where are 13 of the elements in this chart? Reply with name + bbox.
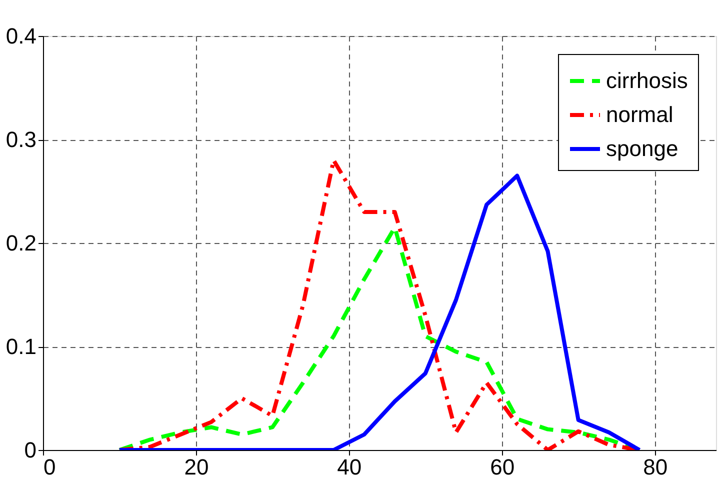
y-tick-label: 0.2 — [6, 230, 36, 256]
x-tick-label: 0 — [44, 454, 56, 480]
x-tick-label: 60 — [490, 454, 515, 480]
legend-label: cirrhosis — [606, 68, 688, 93]
x-tick-label: 80 — [643, 454, 668, 480]
y-tick-label: 0.4 — [6, 24, 36, 48]
y-tick-label: 0 — [24, 438, 36, 462]
y-tick-label: 0.1 — [6, 334, 36, 359]
x-tick-label: 20 — [184, 454, 209, 480]
legend-label: normal — [606, 102, 674, 127]
legend-label: sponge — [606, 136, 678, 161]
y-tick-label: 0.3 — [6, 127, 36, 152]
x-tick-label: 40 — [337, 454, 362, 480]
